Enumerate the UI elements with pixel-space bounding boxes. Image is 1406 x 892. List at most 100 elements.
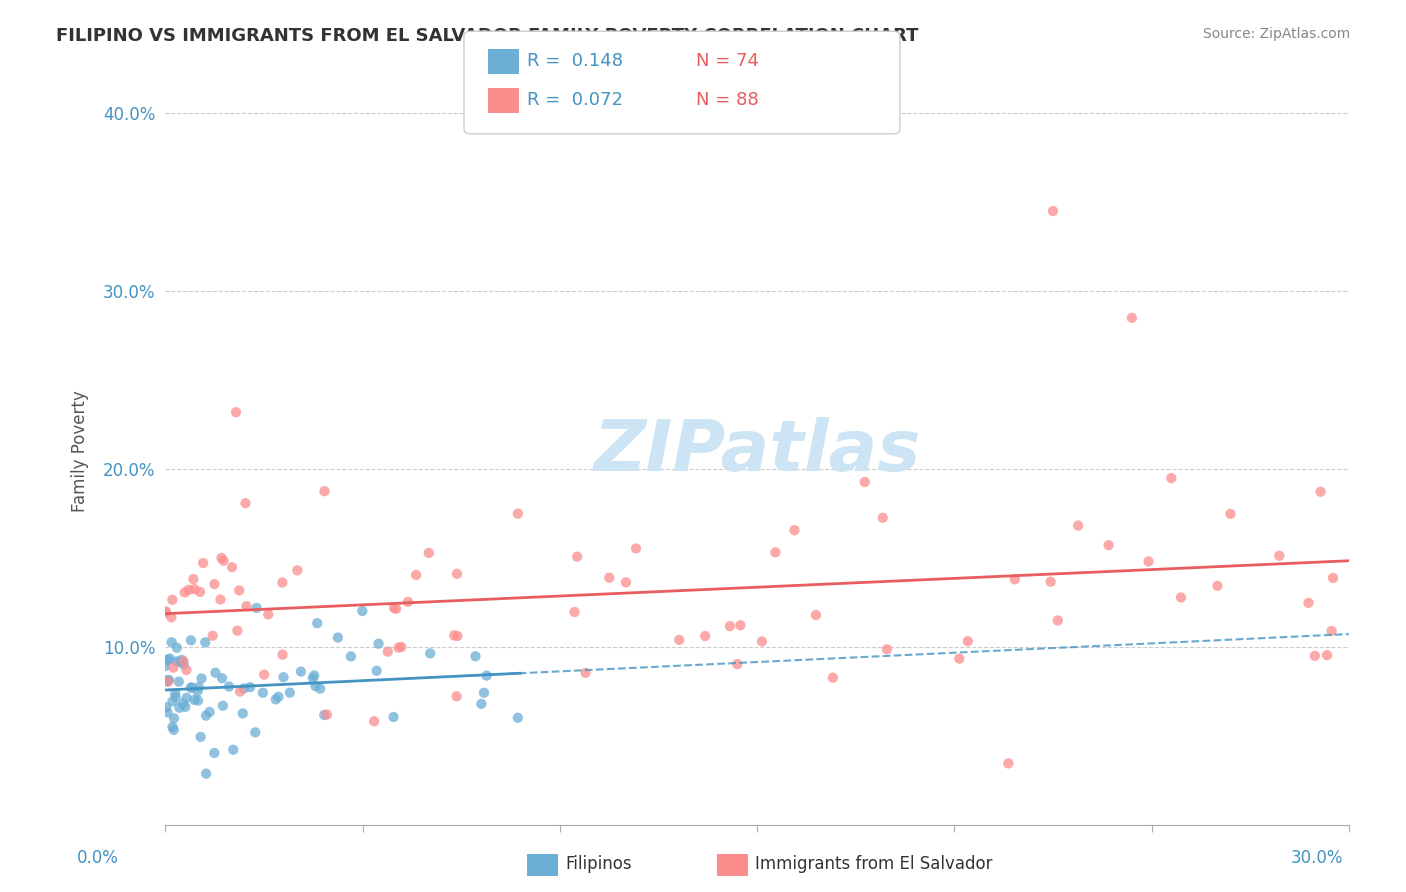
Point [783, 523, 806, 537]
Point [695, 629, 717, 643]
Point [446, 566, 468, 581]
Point [1137, 554, 1160, 568]
Point [301, 671, 323, 685]
Point [235, 599, 257, 614]
Point [162, 660, 184, 674]
Point [316, 707, 339, 722]
Point [876, 642, 898, 657]
Point [257, 607, 280, 622]
Point [170, 653, 193, 667]
Point [194, 635, 217, 649]
Point [751, 634, 773, 648]
Point [821, 671, 844, 685]
Point [267, 690, 290, 704]
Point [253, 667, 276, 681]
Point [157, 673, 180, 687]
Point [668, 632, 690, 647]
Point [1303, 648, 1326, 663]
Point [198, 705, 221, 719]
Point [187, 684, 209, 698]
Point [1320, 624, 1343, 638]
Point [211, 550, 233, 565]
Point [382, 710, 405, 724]
Point [166, 640, 188, 655]
Point [162, 592, 184, 607]
Point [396, 595, 419, 609]
Point [176, 663, 198, 677]
Point [232, 706, 254, 721]
Point [191, 556, 214, 570]
Point [252, 686, 274, 700]
Point [155, 606, 177, 620]
Text: R =  0.072: R = 0.072 [527, 91, 623, 109]
Point [264, 692, 287, 706]
Point [419, 647, 441, 661]
Point [872, 510, 894, 524]
Point [1309, 484, 1331, 499]
Point [1046, 614, 1069, 628]
Y-axis label: Family Poverty: Family Poverty [72, 391, 89, 512]
Point [212, 554, 235, 568]
Point [190, 730, 212, 744]
Text: N = 88: N = 88 [696, 91, 759, 109]
Point [167, 674, 190, 689]
Point [172, 654, 194, 668]
Point [156, 674, 179, 689]
Point [271, 575, 294, 590]
Point [506, 507, 529, 521]
Point [1219, 507, 1241, 521]
Point [405, 568, 427, 582]
Point [169, 655, 191, 669]
Point [1097, 538, 1119, 552]
Point [470, 697, 492, 711]
Point [211, 671, 233, 685]
Point [156, 653, 179, 667]
Point [285, 563, 308, 577]
Point [564, 605, 586, 619]
Point [187, 680, 209, 694]
Point [183, 582, 205, 596]
Point [218, 680, 240, 694]
Point [725, 657, 748, 672]
Point [1042, 204, 1064, 219]
Point [155, 700, 177, 714]
Point [160, 635, 183, 649]
Point [194, 708, 217, 723]
Point [166, 654, 188, 668]
Text: Immigrants from El Salvador: Immigrants from El Salvador [755, 855, 993, 873]
Point [221, 560, 243, 574]
Point [225, 405, 247, 419]
Point [156, 652, 179, 666]
Point [273, 670, 295, 684]
Point [183, 693, 205, 707]
Point [1268, 549, 1291, 563]
Point [326, 631, 349, 645]
Text: FILIPINO VS IMMIGRANTS FROM EL SALVADOR FAMILY POVERTY CORRELATION CHART: FILIPINO VS IMMIGRANTS FROM EL SALVADOR … [56, 27, 918, 45]
Point [204, 577, 226, 591]
Point [212, 698, 235, 713]
Point [1322, 571, 1344, 585]
Point [180, 633, 202, 648]
Point [172, 697, 194, 711]
Point [1067, 518, 1090, 533]
Point [278, 686, 301, 700]
Point [1039, 574, 1062, 589]
Point [314, 484, 336, 499]
Point [614, 575, 637, 590]
Text: N = 74: N = 74 [696, 52, 759, 70]
Text: Filipinos: Filipinos [565, 855, 631, 873]
Point [382, 601, 405, 615]
Point [730, 618, 752, 632]
Point [159, 651, 181, 665]
Point [173, 657, 195, 672]
Point [1206, 579, 1229, 593]
Point [222, 742, 245, 756]
Point [1316, 648, 1339, 662]
Point [598, 571, 620, 585]
Point [765, 545, 787, 559]
Point [389, 640, 412, 654]
Point [232, 681, 254, 696]
Point [165, 690, 187, 705]
Point [162, 720, 184, 734]
Point [246, 601, 269, 615]
